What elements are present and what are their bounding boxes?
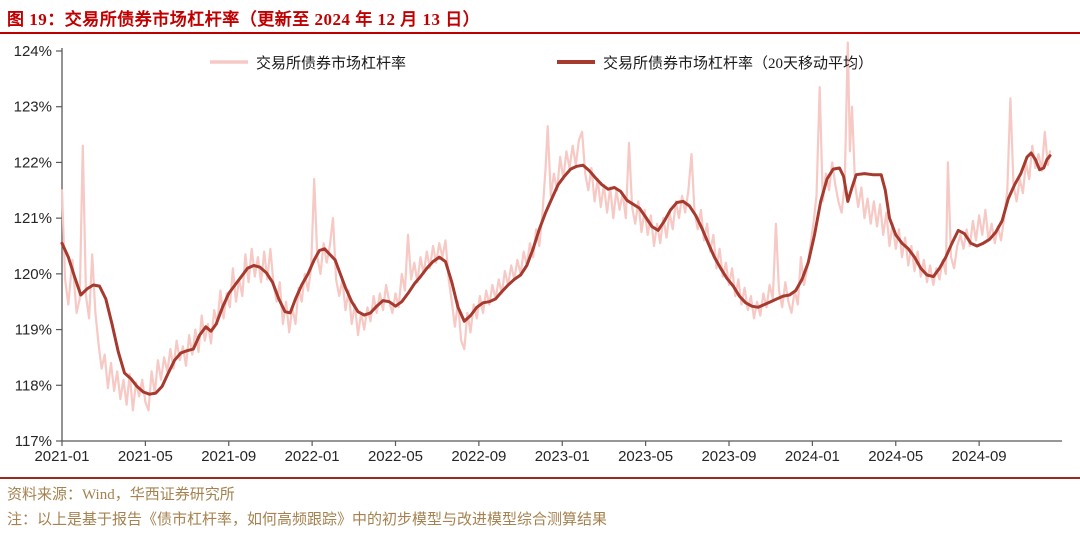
- y-axis-label: 120%: [14, 266, 52, 283]
- x-axis-label: 2021-01: [34, 448, 89, 465]
- footer-divider-rule: [0, 477, 1080, 479]
- x-axis-label: 2024-09: [952, 448, 1007, 465]
- legend-label-ma20: 交易所债券市场杠杆率（20天移动平均）: [603, 54, 873, 72]
- source-line: 资料来源：Wind，华西证券研究所: [7, 487, 235, 503]
- y-axis-label: 121%: [14, 210, 52, 227]
- chart-series: [60, 41, 1052, 412]
- title-divider-rule: [0, 32, 1080, 34]
- x-axis-label: 2021-09: [201, 448, 256, 465]
- axis-frame: [61, 48, 1062, 442]
- y-axis-label: 119%: [15, 322, 52, 339]
- x-axis-label: 2024-01: [785, 448, 840, 465]
- axes: 117% 118% 119% 120% 121% 122% 123% 124% 2021-01 2…: [14, 43, 1062, 465]
- x-axis-label: 2022-09: [451, 448, 506, 465]
- x-axis-label: 2023-01: [535, 448, 590, 465]
- y-axis-label: 122%: [14, 154, 52, 171]
- x-axis-label: 2023-09: [701, 448, 756, 465]
- x-axis-label: 2023-05: [618, 448, 673, 465]
- x-axis-label: 2021-05: [118, 448, 173, 465]
- series-line-ma20: [60, 151, 1052, 396]
- y-axis-label: 123%: [14, 99, 52, 116]
- note-line: 注：以上是基于报告《债市杠杆率，如何高频跟踪》中的初步模型与改进模型综合测算结果: [7, 512, 608, 528]
- x-axis-label: 2022-05: [368, 448, 423, 465]
- y-axis-label: 124%: [14, 43, 52, 60]
- page-title: 图 19：交易所债券市场杠杆率（更新至 2024 年 12 月 13 日）: [7, 10, 481, 29]
- chart-svg: 117% 118% 119% 120% 121% 122% 123% 124% 2021-01 2…: [14, 41, 1062, 465]
- y-axis-label: 117%: [15, 433, 52, 450]
- y-axis-label: 118%: [15, 377, 52, 394]
- chart-legend: 交易所债券市场杠杆率 交易所债券市场杠杆率（20天移动平均）: [210, 54, 873, 72]
- series-line-leverage: [60, 41, 1052, 412]
- legend-label-leverage: 交易所债券市场杠杆率: [256, 54, 406, 72]
- x-axis-label: 2024-05: [868, 448, 923, 465]
- x-axis-label: 2022-01: [285, 448, 340, 465]
